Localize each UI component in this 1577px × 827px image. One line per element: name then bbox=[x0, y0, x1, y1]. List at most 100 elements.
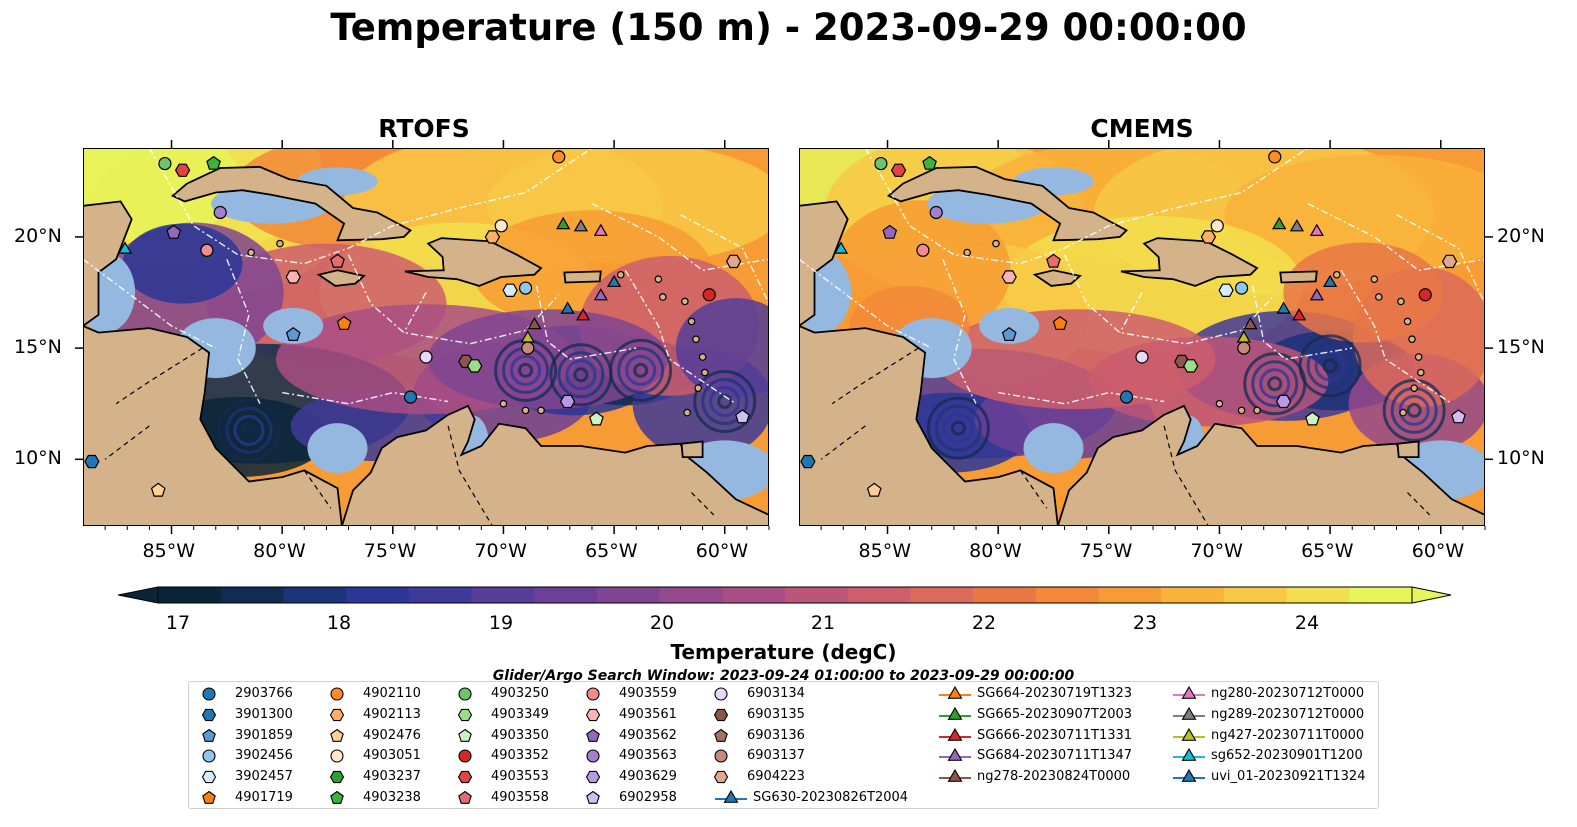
legend-marker bbox=[329, 708, 345, 721]
legend-marker bbox=[714, 749, 728, 763]
small-island bbox=[276, 239, 284, 248]
legend-marker bbox=[1173, 685, 1205, 699]
land-trinidad bbox=[1396, 440, 1420, 459]
marker-4903559 bbox=[916, 243, 930, 257]
colorbar-segment bbox=[1035, 587, 1100, 603]
marker-4903250 bbox=[874, 156, 888, 171]
small-island bbox=[1417, 368, 1425, 377]
marker-4902113 bbox=[484, 230, 501, 244]
marker-6903137 bbox=[1237, 341, 1251, 355]
marker-4903238 bbox=[922, 155, 937, 170]
marker-2903766 bbox=[1119, 390, 1134, 404]
legend-marker bbox=[202, 728, 216, 742]
eddy-swirl bbox=[926, 396, 990, 460]
eddy-swirl bbox=[609, 338, 673, 402]
legend-marker bbox=[457, 771, 473, 784]
colorbar-segment bbox=[346, 587, 410, 603]
eddy-swirl bbox=[1267, 376, 1283, 392]
eddy-swirl bbox=[225, 406, 273, 454]
small-island bbox=[1237, 406, 1246, 415]
land-trinidad bbox=[680, 440, 704, 459]
panel-title-cmems: CMEMS bbox=[1090, 114, 1194, 143]
marker-sg684-20230711t1347 bbox=[1309, 288, 1324, 301]
colorbar-segment bbox=[220, 587, 284, 603]
legend-marker bbox=[714, 687, 728, 701]
lon-tick-label: 85°W bbox=[858, 540, 911, 562]
country-border bbox=[820, 425, 866, 460]
marker-ng280-20230712t0000 bbox=[1309, 223, 1324, 236]
land-yucatan bbox=[799, 200, 849, 328]
small-island bbox=[963, 248, 971, 257]
lon-tick-label: 70°W bbox=[474, 540, 527, 562]
legend-marker bbox=[585, 708, 601, 721]
country-border bbox=[104, 425, 150, 460]
land-jamaica bbox=[1032, 269, 1082, 287]
legend-marker bbox=[713, 708, 729, 721]
legend-marker bbox=[715, 789, 747, 803]
lat-tick-label: 15°N bbox=[14, 336, 62, 359]
legend-marker bbox=[330, 687, 344, 701]
marker-uvi_01-20230921t1324 bbox=[606, 274, 622, 287]
colorbar-segment bbox=[1161, 587, 1225, 603]
small-island bbox=[1370, 275, 1379, 283]
legend-marker bbox=[201, 771, 217, 784]
lon-tick-label: 80°W bbox=[253, 540, 306, 562]
marker-6902958 bbox=[1451, 409, 1466, 424]
lat-tick-label: 15°N bbox=[1497, 336, 1545, 359]
eez-boundary bbox=[1307, 202, 1485, 272]
eez-boundary bbox=[282, 391, 449, 405]
lon-tick-label: 60°W bbox=[1411, 540, 1465, 562]
legend-marker bbox=[939, 748, 971, 762]
marker-6903134 bbox=[1135, 350, 1149, 364]
marker-6903134 bbox=[419, 350, 433, 364]
small-island bbox=[701, 368, 709, 377]
marker-4901719 bbox=[1052, 315, 1068, 330]
marker-sg665-20230907t2003 bbox=[1272, 216, 1287, 230]
temperature-patch bbox=[1224, 154, 1485, 275]
land-cuba bbox=[886, 165, 1128, 242]
colorbar-tick-label: 17 bbox=[165, 612, 191, 634]
marker-4903352 bbox=[1418, 288, 1432, 302]
marker-4903562 bbox=[166, 224, 182, 239]
marker-ng289-20230712t0000 bbox=[573, 219, 589, 232]
land-central-america bbox=[83, 324, 343, 526]
marker-sg652-20230901t1200 bbox=[833, 241, 849, 254]
marker-ng289-20230712t0000 bbox=[1289, 219, 1305, 232]
legend-marker bbox=[330, 728, 344, 742]
eez-boundary bbox=[864, 148, 1309, 265]
eddy-swirl bbox=[518, 362, 534, 378]
marker-4902110 bbox=[552, 150, 566, 164]
marker-ng278-20230824t0000 bbox=[527, 316, 542, 330]
eddy-swirl bbox=[1306, 342, 1354, 390]
legend-marker bbox=[202, 790, 216, 804]
legend-marker bbox=[458, 749, 472, 763]
eddy-swirl bbox=[1251, 360, 1299, 408]
eez-boundary bbox=[799, 258, 933, 349]
country-border bbox=[447, 425, 493, 526]
colorbar-segment bbox=[534, 587, 598, 603]
map-frame bbox=[799, 148, 1485, 526]
colorbar-segment bbox=[1349, 587, 1413, 603]
colorbar-segment bbox=[283, 587, 347, 603]
marker-4901719 bbox=[336, 315, 352, 330]
colorbar-tick-label: 21 bbox=[810, 612, 836, 634]
marker-4903051 bbox=[1210, 219, 1224, 233]
marker-4902110 bbox=[1268, 150, 1282, 164]
marker-4903051 bbox=[494, 219, 508, 233]
colorbar-tick-label: 24 bbox=[1294, 612, 1320, 634]
marker-6904223 bbox=[725, 254, 742, 269]
legend-marker bbox=[202, 687, 216, 701]
small-island bbox=[654, 275, 663, 283]
small-island bbox=[1397, 297, 1405, 306]
lat-tick-label: 10°N bbox=[1497, 447, 1545, 470]
marker-6904223 bbox=[1441, 254, 1458, 269]
country-border bbox=[115, 347, 203, 405]
axis-ticks bbox=[75, 140, 1493, 534]
marker-3901859 bbox=[285, 327, 301, 341]
colorbar-segment bbox=[910, 587, 974, 603]
small-island bbox=[1408, 335, 1416, 344]
eddy-swirl bbox=[942, 412, 974, 444]
colorbar-frame bbox=[157, 586, 1413, 604]
legend-marker bbox=[330, 790, 344, 804]
eddy-swirl bbox=[565, 359, 597, 391]
